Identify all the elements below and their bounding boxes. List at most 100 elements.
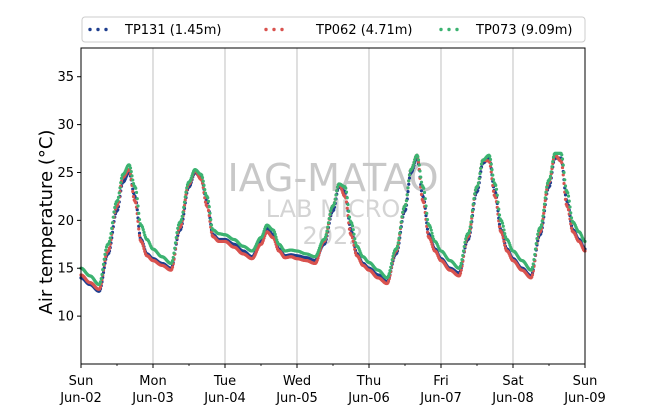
data-point (209, 217, 213, 222)
gridlines (152, 48, 514, 364)
data-point (107, 239, 112, 244)
y-axis-label: Air temperature (°C) (36, 130, 57, 315)
data-point (200, 176, 205, 180)
data-point (118, 186, 122, 190)
data-point (543, 196, 547, 200)
data-point (203, 200, 208, 204)
data-point (476, 184, 480, 188)
data-point (422, 186, 426, 190)
legend-entry-1: TP131 (1.45m) (88, 23, 221, 38)
data-point (316, 256, 320, 260)
data-point (208, 211, 212, 215)
data-point (491, 183, 495, 188)
data-point (353, 237, 357, 241)
data-point (567, 199, 571, 203)
x-tick-date: Jun-09 (563, 391, 606, 406)
y-tick-label: 15 (57, 262, 74, 277)
x-tick-day: Tue (213, 374, 236, 389)
legend-dot (272, 27, 276, 32)
data-point (551, 155, 556, 159)
data-point (542, 211, 546, 215)
data-point (569, 226, 574, 230)
data-point (535, 236, 539, 241)
data-point (562, 170, 566, 175)
data-point (398, 231, 402, 235)
data-point (494, 196, 498, 200)
data-point (351, 239, 355, 243)
data-point (502, 228, 506, 232)
data-point (346, 202, 350, 207)
data-point (347, 227, 352, 231)
data-point (569, 211, 573, 215)
data-point (471, 202, 475, 206)
x-tick-date: Jun-03 (131, 391, 174, 406)
data-point (172, 251, 176, 255)
data-point (184, 190, 188, 194)
data-point (328, 212, 332, 216)
data-point (130, 174, 134, 178)
data-point (478, 171, 482, 176)
y-tick-label: 25 (57, 166, 74, 181)
data-point (503, 243, 507, 247)
data-point (494, 187, 499, 191)
data-point (352, 243, 356, 247)
legend-entry-2: TP062 (4.71m) (264, 23, 412, 38)
data-point (545, 187, 549, 191)
data-point (530, 273, 535, 277)
data-point (170, 265, 175, 269)
data-point (461, 249, 466, 253)
data-point (470, 214, 474, 218)
data-point (353, 247, 357, 251)
data-points (79, 151, 587, 293)
data-point (459, 268, 463, 272)
data-point (560, 157, 565, 161)
data-point (324, 233, 328, 237)
data-point (135, 197, 139, 201)
data-point (494, 183, 498, 187)
data-point (425, 230, 430, 234)
data-point (569, 216, 574, 220)
data-point (170, 259, 175, 263)
data-point (407, 182, 411, 186)
data-point (110, 226, 114, 230)
data-point (549, 170, 553, 174)
data-point (542, 208, 546, 212)
data-point (497, 225, 502, 229)
data-point (542, 202, 547, 206)
data-point (398, 225, 403, 230)
data-point (424, 204, 428, 208)
x-tick-day: Sat (502, 374, 523, 389)
data-point (463, 240, 467, 244)
data-point (141, 244, 145, 248)
data-point (425, 211, 429, 215)
data-point (458, 271, 463, 275)
data-point (347, 209, 351, 213)
data-point (386, 279, 391, 283)
data-point (548, 174, 553, 178)
x-tick-day: Sun (69, 374, 94, 389)
data-point (459, 261, 463, 265)
data-point (108, 236, 112, 240)
data-point (206, 196, 210, 200)
data-point (551, 160, 555, 164)
data-point (129, 170, 133, 174)
data-point (497, 207, 501, 211)
data-point (351, 228, 355, 232)
data-point (542, 205, 547, 209)
x-tick-date: Jun-08 (491, 391, 534, 406)
data-point (101, 262, 106, 267)
y-axis: 10 15 20 25 30 35 (57, 70, 81, 325)
data-point (390, 258, 394, 262)
data-point (479, 162, 484, 166)
data-point (99, 277, 103, 281)
data-point (419, 189, 424, 193)
data-point (561, 163, 565, 167)
data-point (203, 188, 207, 192)
data-point (423, 197, 427, 201)
data-point (399, 220, 403, 224)
legend-dot (104, 27, 108, 32)
data-point (550, 165, 554, 169)
data-point (327, 216, 331, 221)
data-point (387, 272, 391, 276)
data-point (104, 248, 108, 252)
